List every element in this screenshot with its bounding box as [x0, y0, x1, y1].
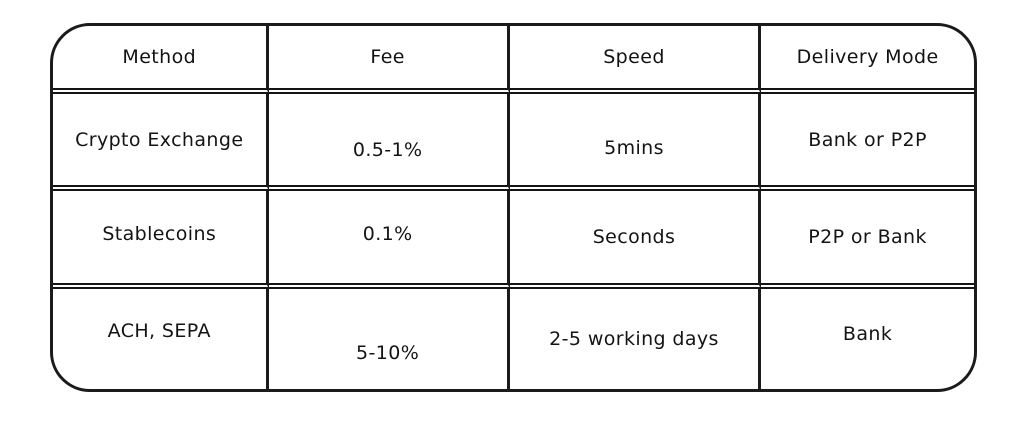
cell-text: Bank or P2P: [808, 128, 927, 151]
header-cell-delivery-mode: Delivery Mode: [761, 26, 974, 94]
header-label-fee: Fee: [370, 46, 405, 68]
cell-text: 0.1%: [362, 223, 413, 245]
header-label-delivery-mode: Delivery Mode: [796, 46, 939, 68]
cell-text: 5mins: [604, 136, 664, 159]
cell-text: Crypto Exchange: [75, 128, 244, 151]
cell-stablecoins-speed: Seconds: [509, 191, 762, 289]
cell-crypto-exchange-method: Crypto Exchange: [53, 94, 269, 191]
header-cell-method: Method: [53, 26, 269, 94]
cell-stablecoins-fee: 0.1%: [268, 191, 510, 289]
cell-text: 0.5-1%: [352, 138, 423, 161]
cell-ach-sepa-fee: 5-10%: [269, 289, 510, 389]
cell-crypto-exchange-fee: 0.5-1%: [268, 94, 510, 191]
cell-text: Bank: [842, 323, 893, 345]
cell-crypto-exchange-delivery: Bank or P2P: [761, 94, 974, 191]
cell-ach-sepa-delivery: Bank: [761, 289, 974, 389]
payment-methods-comparison-table: Method Fee Speed Delivery Mode Crypto Ex…: [50, 23, 977, 392]
header-cell-fee: Fee: [268, 26, 510, 94]
header-cell-speed: Speed: [509, 26, 762, 94]
header-label-method: Method: [122, 46, 197, 68]
cell-text: P2P or Bank: [808, 226, 927, 248]
cell-ach-sepa-speed: 2-5 working days: [510, 289, 762, 389]
cell-text: 2-5 working days: [549, 328, 719, 350]
cell-text: Stablecoins: [102, 223, 217, 245]
cell-ach-sepa-method: ACH, SEPA: [53, 289, 269, 389]
cell-stablecoins-delivery: P2P or Bank: [761, 191, 974, 289]
cell-text: 5-10%: [356, 342, 420, 364]
cell-text: Seconds: [592, 226, 676, 248]
cell-stablecoins-method: Stablecoins: [53, 191, 269, 289]
cell-text: ACH, SEPA: [107, 320, 211, 342]
cell-crypto-exchange-speed: 5mins: [509, 94, 762, 191]
header-label-speed: Speed: [603, 46, 665, 68]
